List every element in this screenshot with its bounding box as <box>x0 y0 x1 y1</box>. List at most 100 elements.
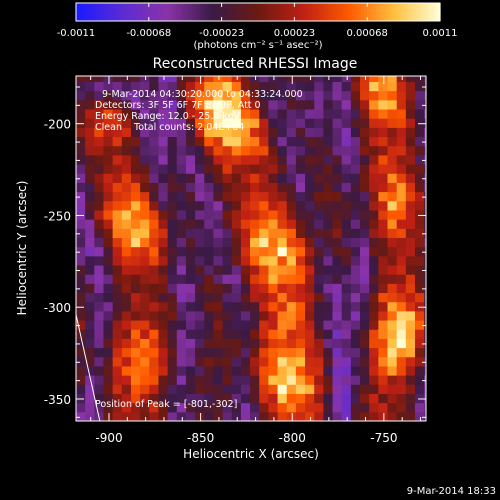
heatmap-cell <box>305 154 315 165</box>
heatmap-cell <box>305 237 315 248</box>
heatmap-cell <box>396 402 407 413</box>
heatmap-cell <box>240 320 251 330</box>
heatmap-cell <box>277 209 288 220</box>
heatmap-cell <box>204 384 214 394</box>
heatmap-cell <box>350 191 361 202</box>
heatmap-cell <box>405 265 416 275</box>
heatmap-cell <box>314 347 324 358</box>
heatmap-cell <box>112 228 123 238</box>
heatmap-cell <box>350 200 361 211</box>
heatmap-cell <box>405 182 416 193</box>
heatmap-cell <box>250 219 260 229</box>
heatmap-cell <box>240 329 251 339</box>
colorbar-cell <box>218 3 223 21</box>
heatmap-cell <box>268 90 279 101</box>
heatmap-cell <box>103 118 114 128</box>
heatmap-cell <box>387 145 398 156</box>
heatmap-cell <box>415 145 425 156</box>
heatmap-cell <box>195 310 205 321</box>
heatmap-cell <box>396 182 407 193</box>
heatmap-cell <box>259 228 269 238</box>
heatmap-cell <box>259 265 269 275</box>
heatmap-cell <box>378 246 389 257</box>
heatmap-cell <box>112 127 123 138</box>
heatmap-cell <box>121 154 132 165</box>
heatmap-cell <box>130 136 141 147</box>
heatmap-cell <box>341 246 352 257</box>
heatmap-cell <box>268 200 279 211</box>
heatmap-cell <box>295 329 306 339</box>
heatmap-cell <box>94 329 104 339</box>
heatmap-cell <box>185 164 196 174</box>
heatmap-cell <box>121 356 132 367</box>
heatmap-cell <box>176 283 187 294</box>
heatmap-cell <box>295 320 306 330</box>
heatmap-cell <box>185 329 196 339</box>
heatmap-cell <box>387 118 398 128</box>
heatmap-cell <box>250 76 260 83</box>
colorbar-cell <box>388 3 393 21</box>
heatmap-cell <box>140 375 150 385</box>
axis-ticks: -900 -850 -800 -750-200-250-300-350 <box>44 76 426 445</box>
x-tick-label: -900 <box>95 431 122 445</box>
heatmap-cell <box>240 301 251 312</box>
heatmap-cell <box>222 265 233 275</box>
heatmap-cell <box>195 145 205 156</box>
heatmap-cell <box>350 145 361 156</box>
colorbar-cell <box>106 3 110 21</box>
heatmap-cell <box>167 246 178 257</box>
heatmap-cell <box>121 237 132 248</box>
heatmap-cell <box>360 164 370 174</box>
heatmap-cell <box>295 90 306 101</box>
heatmap-cell <box>94 402 104 413</box>
heatmap-cell <box>277 347 288 358</box>
heatmap-cell <box>158 402 169 413</box>
heatmap-cell <box>158 237 169 248</box>
heatmap-cell <box>222 384 233 394</box>
heatmap-cell <box>112 384 123 394</box>
heatmap-cell <box>341 109 352 119</box>
heatmap-cell <box>424 301 426 312</box>
heatmap-cell <box>130 310 141 321</box>
heatmap-cell <box>360 191 370 202</box>
heatmap-cell <box>360 81 370 92</box>
heatmap-cell <box>213 154 224 165</box>
heatmap-cell <box>231 90 242 101</box>
heatmap-cell <box>103 99 114 110</box>
heatmap-cell <box>85 219 95 229</box>
heatmap-cell <box>185 255 196 266</box>
heatmap-cell <box>112 81 123 92</box>
heatmap-cell <box>387 393 398 404</box>
heatmap-cell <box>341 347 352 358</box>
heatmap-cell <box>305 320 315 330</box>
heatmap-cell <box>76 228 86 238</box>
heatmap-cell <box>415 209 425 220</box>
heatmap-cell <box>305 228 315 238</box>
heatmap-cell <box>305 76 315 83</box>
heatmap-cell <box>149 365 159 376</box>
colorbar-cell <box>306 3 311 21</box>
heatmap-cell <box>167 384 178 394</box>
colorbar-tick-label: -0.00068 <box>126 28 171 39</box>
heatmap-cell <box>350 393 361 404</box>
heatmap-cell <box>250 375 260 385</box>
heatmap-cell <box>130 347 141 358</box>
heatmap-cell <box>222 109 233 119</box>
header-line-4: Clean Total counts: 2.04E+04 <box>95 122 244 133</box>
heatmap-cell <box>415 154 425 165</box>
heatmap-cell <box>360 209 370 220</box>
heatmap-cell <box>415 301 425 312</box>
colorbar-cell <box>236 3 241 21</box>
heatmap-cell <box>85 329 95 339</box>
heatmap-cell <box>158 274 169 284</box>
heatmap-cell <box>167 145 178 156</box>
chart-title: Reconstructed RHESSI Image <box>153 56 358 72</box>
heatmap-cell <box>204 338 214 349</box>
heatmap-cell <box>268 191 279 202</box>
heatmap-cell <box>323 393 334 404</box>
heatmap-cell <box>222 301 233 312</box>
heatmap-cell <box>103 292 114 303</box>
heatmap-cell <box>94 347 104 358</box>
heatmap-cell <box>387 384 398 394</box>
heatmap-cell <box>286 109 297 119</box>
